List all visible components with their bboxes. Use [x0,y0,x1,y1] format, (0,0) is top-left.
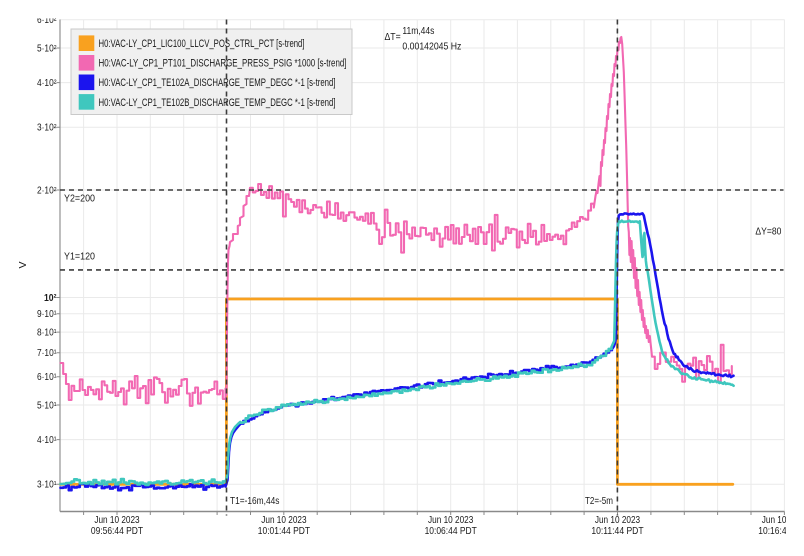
svg-text:H0:VAC-LY_CP1_TE102A_DISCHARGE: H0:VAC-LY_CP1_TE102A_DISCHARGE_TEMP_DEGC… [99,77,336,89]
svg-text:6·10²: 6·10² [37,15,57,26]
svg-text:8·10¹: 8·10¹ [37,328,57,339]
svg-text:H0:VAC-LY_CP1_TE102B_DISCHARGE: H0:VAC-LY_CP1_TE102B_DISCHARGE_TEMP_DEGC… [99,97,336,109]
svg-text:Jun 10 2023: Jun 10 2023 [762,514,804,526]
svg-text:5·10²: 5·10² [37,43,57,54]
svg-text:H0:VAC-LY_CP1_LIC100_LLCV_POS_: H0:VAC-LY_CP1_LIC100_LLCV_POS_CTRL_PCT [… [99,38,305,50]
svg-text:3·10¹: 3·10¹ [37,480,57,491]
svg-text:4·10¹: 4·10¹ [37,435,57,446]
svg-text:10:01:44 PDT: 10:01:44 PDT [258,525,311,537]
svg-text:4·10²: 4·10² [37,78,57,89]
svg-text:T1=-16m,44s: T1=-16m,44s [230,495,279,507]
svg-text:Y1=120: Y1=120 [64,251,95,263]
svg-text:Jun 10 2023: Jun 10 2023 [94,514,139,526]
svg-text:6·10¹: 6·10¹ [37,372,57,383]
svg-text:10²: 10² [44,293,57,304]
svg-text:2·10²: 2·10² [37,185,57,196]
svg-text:ΔT=: ΔT= [385,31,401,43]
svg-text:3·10²: 3·10² [37,123,57,134]
svg-text:0.00142045 Hz: 0.00142045 Hz [402,41,461,53]
svg-text:Jun 10 2023: Jun 10 2023 [595,514,640,526]
svg-text:7·10¹: 7·10¹ [37,348,57,359]
svg-text:9·10¹: 9·10¹ [37,309,57,320]
svg-text:Y2=200: Y2=200 [64,193,95,205]
svg-text:10:16:44 PDT: 10:16:44 PDT [758,525,804,537]
svg-text:09:56:44 PDT: 09:56:44 PDT [91,525,144,537]
svg-text:10:06:44 PDT: 10:06:44 PDT [425,525,478,537]
svg-text:Jun 10 2023: Jun 10 2023 [428,514,473,526]
svg-text:H0:VAC-LY_CP1_PT101_DISCHARGE_: H0:VAC-LY_CP1_PT101_DISCHARGE_PRESS_PSIG… [99,58,347,70]
svg-text:Jun 10 2023: Jun 10 2023 [261,514,306,526]
svg-text:10:11:44 PDT: 10:11:44 PDT [591,525,644,537]
svg-text:T2=-5m: T2=-5m [585,495,613,507]
svg-text:5·10¹: 5·10¹ [37,400,57,411]
svg-text:ΔY=80: ΔY=80 [755,225,781,237]
svg-text:V: V [17,261,29,268]
svg-text:11m,44s: 11m,44s [402,25,434,37]
